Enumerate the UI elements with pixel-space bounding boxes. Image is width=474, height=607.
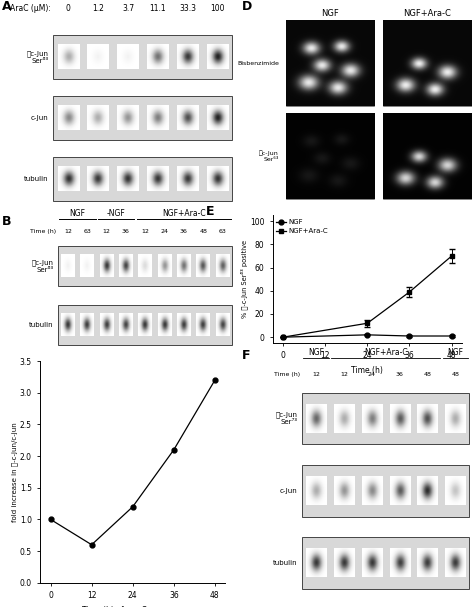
FancyBboxPatch shape <box>302 465 469 517</box>
Text: 0: 0 <box>66 4 71 13</box>
Text: 100: 100 <box>210 4 225 13</box>
Text: NGF: NGF <box>308 348 324 357</box>
Text: NGF+Ara-C: NGF+Ara-C <box>403 9 451 18</box>
Text: AraC (μM):: AraC (μM): <box>10 4 51 13</box>
FancyBboxPatch shape <box>58 305 232 345</box>
Text: 48: 48 <box>424 372 431 378</box>
Text: F: F <box>242 349 250 362</box>
FancyBboxPatch shape <box>54 157 232 202</box>
FancyBboxPatch shape <box>286 114 374 199</box>
Text: 36: 36 <box>180 229 188 234</box>
Text: 36: 36 <box>396 372 403 378</box>
FancyBboxPatch shape <box>383 114 472 199</box>
Text: D: D <box>242 0 252 13</box>
FancyBboxPatch shape <box>58 246 232 287</box>
Text: NGF: NGF <box>321 9 339 18</box>
FancyBboxPatch shape <box>54 95 232 140</box>
FancyBboxPatch shape <box>383 20 472 106</box>
Text: NGF+Ara-C: NGF+Ara-C <box>364 348 408 357</box>
Text: 12: 12 <box>64 229 72 234</box>
Text: tubulin: tubulin <box>29 322 54 328</box>
FancyBboxPatch shape <box>54 35 232 80</box>
Text: 12: 12 <box>102 229 110 234</box>
FancyBboxPatch shape <box>302 537 469 589</box>
Text: E: E <box>206 205 215 219</box>
Text: Time (h): Time (h) <box>273 372 300 378</box>
Text: A: A <box>2 0 12 13</box>
Text: 48: 48 <box>200 229 207 234</box>
Text: 12: 12 <box>312 372 320 378</box>
Text: NGF: NGF <box>447 348 464 357</box>
Y-axis label: fold increase in Ⓓ-c-jun/c-jun: fold increase in Ⓓ-c-jun/c-jun <box>12 422 18 522</box>
Text: Ⓓc-Jun
Ser⁶³: Ⓓc-Jun Ser⁶³ <box>31 259 54 273</box>
Text: 12: 12 <box>340 372 348 378</box>
Text: 24: 24 <box>368 372 376 378</box>
Text: Time (h): Time (h) <box>30 229 56 234</box>
Text: NGF+Ara-C: NGF+Ara-C <box>162 209 206 218</box>
Text: Ⓓc-Jun
Ser⁶³: Ⓓc-Jun Ser⁶³ <box>259 151 279 162</box>
FancyBboxPatch shape <box>302 393 469 444</box>
Text: tubulin: tubulin <box>24 176 49 182</box>
Text: 11.1: 11.1 <box>149 4 166 13</box>
Text: 63: 63 <box>219 229 227 234</box>
Legend: NGF, NGF+Ara-C: NGF, NGF+Ara-C <box>276 219 328 234</box>
Text: 33.3: 33.3 <box>179 4 196 13</box>
Text: c-Jun: c-Jun <box>280 488 298 494</box>
Text: tubulin: tubulin <box>273 560 298 566</box>
FancyBboxPatch shape <box>286 20 374 106</box>
Text: -NGF: -NGF <box>107 209 126 218</box>
Text: NGF: NGF <box>70 209 85 218</box>
Text: 48: 48 <box>451 372 459 378</box>
Text: 1.2: 1.2 <box>92 4 104 13</box>
Y-axis label: % Ⓓ-c-Jun Ser⁶³ positive: % Ⓓ-c-Jun Ser⁶³ positive <box>241 240 248 318</box>
Text: 63: 63 <box>83 229 91 234</box>
Text: Ⓓc-Jun
Ser⁷³: Ⓓc-Jun Ser⁷³ <box>275 412 298 426</box>
Text: 12: 12 <box>141 229 149 234</box>
Text: 24: 24 <box>161 229 169 234</box>
Text: 3.7: 3.7 <box>122 4 134 13</box>
Text: 36: 36 <box>122 229 130 234</box>
Text: B: B <box>2 215 12 228</box>
Text: c-Jun: c-Jun <box>31 115 49 121</box>
X-axis label: Time (h): Time (h) <box>351 366 383 375</box>
Text: Bisbenzimide: Bisbenzimide <box>237 61 279 66</box>
X-axis label: Time (h) of ara-C exposure: Time (h) of ara-C exposure <box>82 606 184 607</box>
Text: Ⓓc-Jun
Ser⁶³: Ⓓc-Jun Ser⁶³ <box>27 50 49 64</box>
